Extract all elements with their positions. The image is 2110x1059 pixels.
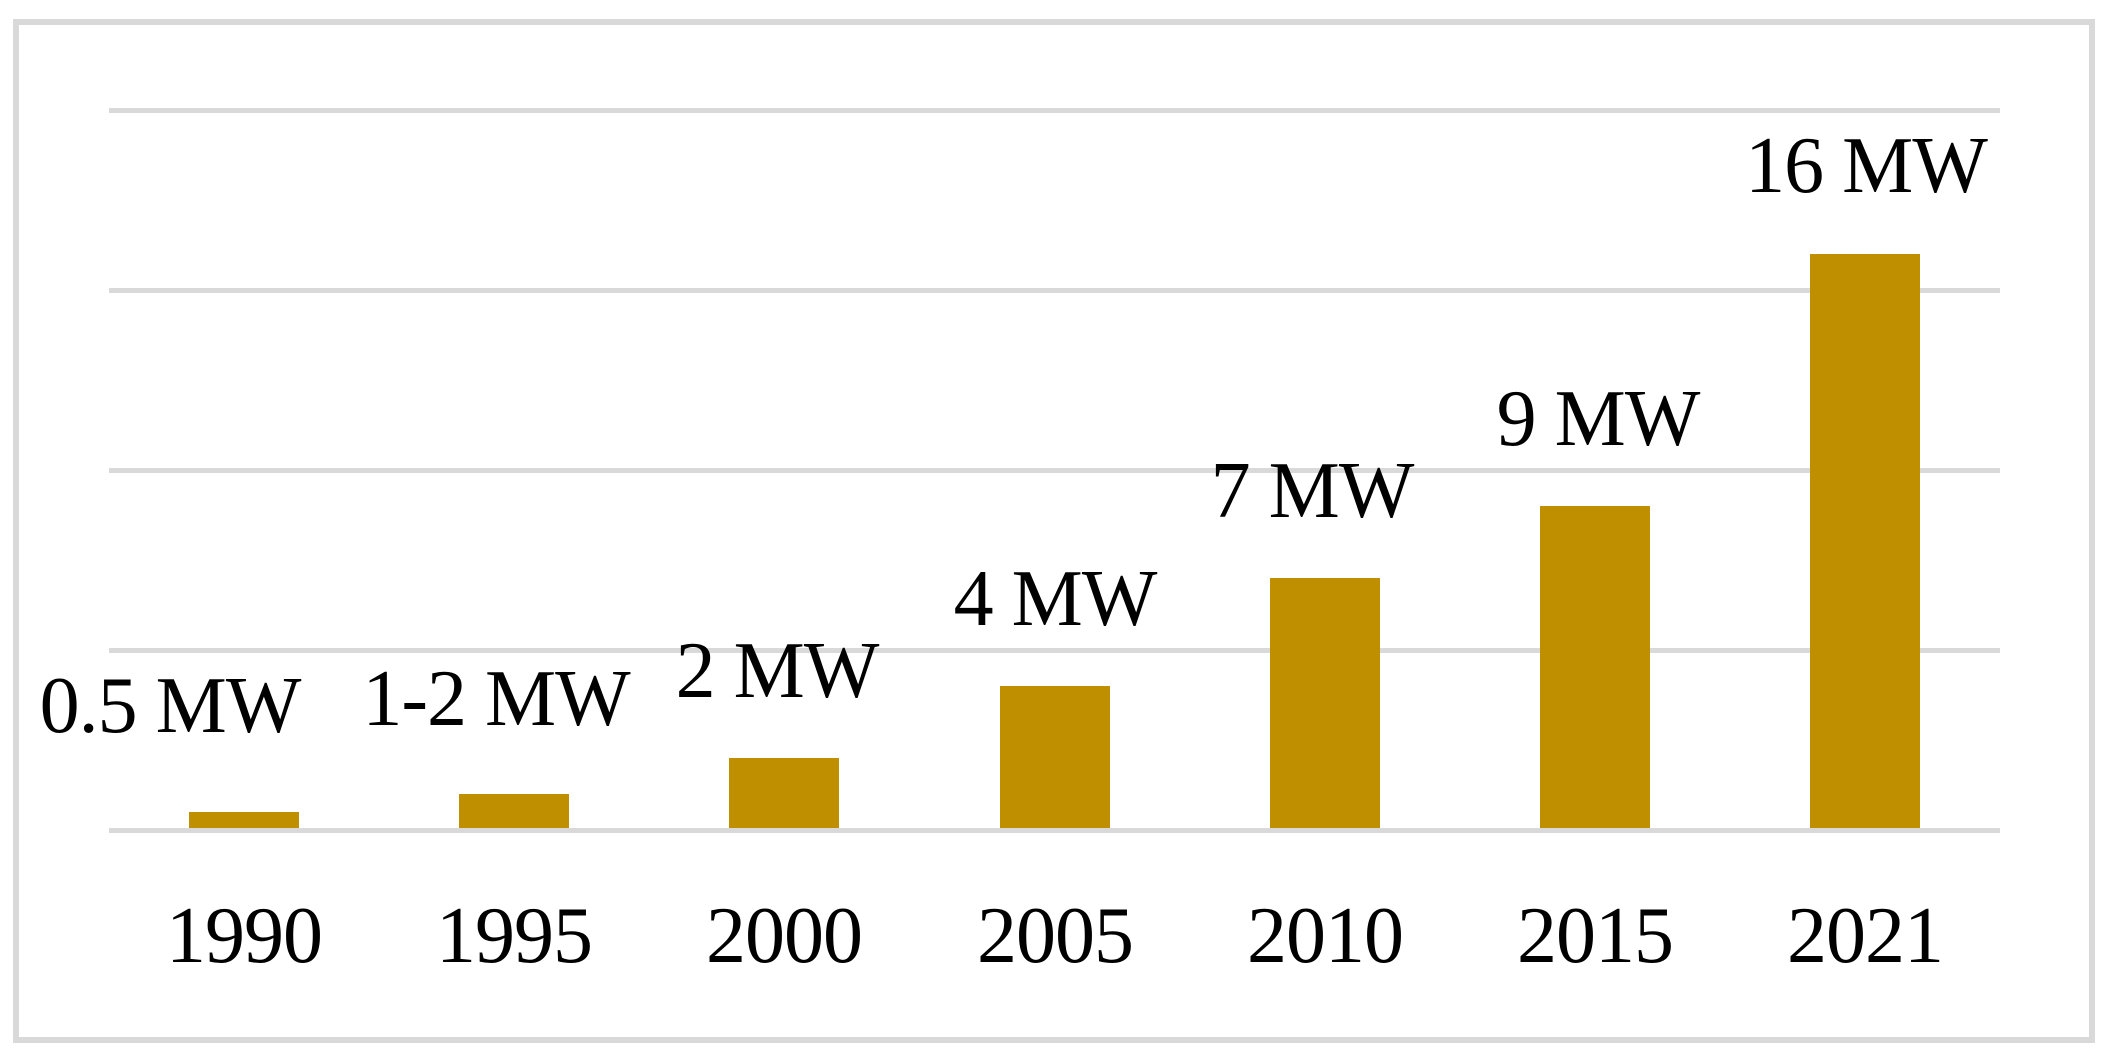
bar-2021: [1810, 254, 1920, 828]
bar-value-label-2010: 7 MW: [1210, 447, 1415, 535]
bar-1990: [189, 812, 299, 828]
bar-value-label-2021: 16 MW: [1745, 122, 1988, 210]
x-axis-tick-label-2010: 2010: [1247, 892, 1404, 980]
x-axis-tick-label-2005: 2005: [977, 892, 1134, 980]
bar-2010: [1270, 578, 1380, 828]
bar-value-label-1995: 1-2 MW: [362, 655, 630, 743]
gridline-0-mw: [109, 828, 2000, 833]
x-axis-tick-label-1995: 1995: [436, 892, 593, 980]
bar-2015: [1540, 506, 1650, 828]
chart-frame: [13, 19, 2095, 1043]
x-axis-tick-label-2021: 2021: [1787, 892, 1944, 980]
bar-value-label-2005: 4 MW: [953, 555, 1158, 643]
bar-value-label-1990: 0.5 MW: [39, 662, 302, 750]
gridline-15-mw: [109, 288, 2000, 293]
bar-value-label-2000: 2 MW: [675, 627, 880, 715]
bar-1995: [459, 794, 569, 828]
gridline-10-mw: [109, 468, 2000, 473]
gridline-20-mw: [109, 108, 2000, 113]
x-axis-tick-label-2000: 2000: [706, 892, 863, 980]
bar-2000: [729, 758, 839, 828]
gridline-5-mw: [109, 648, 2000, 653]
bar-2005: [1000, 686, 1110, 828]
x-axis-tick-label-2015: 2015: [1517, 892, 1674, 980]
bar-value-label-2015: 9 MW: [1496, 375, 1701, 463]
x-axis-tick-label-1990: 1990: [166, 892, 323, 980]
